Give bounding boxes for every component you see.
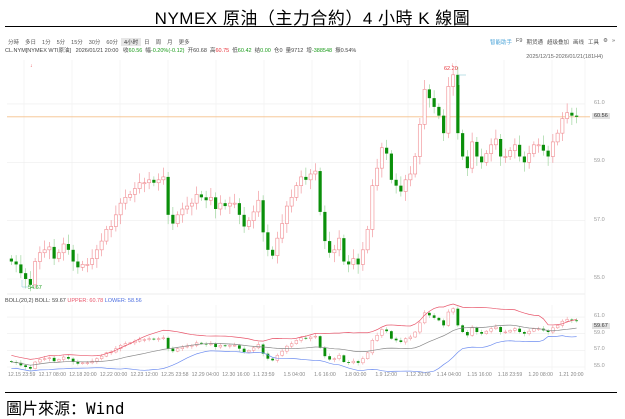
open-label: 开 — [187, 48, 194, 54]
toolbar-item[interactable]: 工具 — [587, 40, 599, 46]
datetime: 2026/01/21 20:00 — [75, 48, 119, 54]
y-tick-sub: 55.0 — [594, 363, 605, 369]
date-range: 2025/12/15-2026/01/21(181H4) — [526, 54, 603, 60]
x-tick: 1.18 23:59 — [497, 372, 523, 378]
y-tick-main: 55.0 — [594, 275, 605, 281]
svg-text:↓: ↓ — [451, 62, 454, 68]
x-tick: 12.22 00:00 — [99, 372, 128, 378]
period-tab[interactable]: 30分 — [88, 40, 101, 46]
low-value: 60.42 — [237, 48, 252, 54]
open-value: 60.68 — [193, 48, 207, 54]
high-label: 高 — [209, 48, 216, 54]
period-tab[interactable]: 1分 — [42, 40, 51, 46]
toolbar-item[interactable]: 智能助手 — [490, 40, 513, 46]
x-tick: 12.30 16:00 — [222, 372, 250, 378]
vol-value: 9712 — [291, 48, 304, 54]
high-annotation: 62.20 — [444, 66, 458, 72]
quote-info-line: CL.NYM[NYMEX WTI原油] 2026/01/21 20:00 收60… — [5, 46, 356, 54]
last-price-tag: 60.56 — [592, 113, 610, 119]
y-tick-main: 61.0 — [594, 99, 605, 106]
x-tick: 1.20 08:00 — [528, 372, 553, 378]
oi-label: 仓 — [273, 48, 280, 54]
symbol: CL.NYM[NYMEX WTI原油] — [5, 48, 72, 54]
vol-label: 量 — [285, 48, 292, 54]
period-tab[interactable]: 4小时 — [121, 38, 142, 46]
change-value: -0.20%(-0.12) — [150, 48, 185, 54]
oi-value: 0 — [279, 48, 283, 54]
high-value: 60.75 — [215, 48, 230, 54]
low-annotation: 54.67 — [28, 285, 42, 291]
x-tick: 1.21 20:00 — [559, 372, 584, 378]
x-tick: 12.15 23:59 — [8, 372, 36, 378]
x-axis: 12.15 23:59 12.17 08:00 12.18 20:00 12.22 0… — [0, 372, 625, 380]
boll-lower: LOWER: 58.56 — [104, 298, 142, 304]
x-tick: 1.8 00:00 — [344, 372, 367, 378]
period-tab[interactable]: 15分 — [71, 40, 83, 46]
x-tick: 1.12 20:00 — [405, 372, 431, 378]
boll-params: BOLL(20,2) — [5, 298, 34, 304]
y-tick-sub: 61.0 — [594, 313, 605, 320]
boll-legend: BOLL(20,2) BOLL: 59.67 UPPER: 60.78 LOWE… — [5, 298, 142, 304]
boll-price-tag: 59.67 — [592, 323, 610, 329]
period-toolbar: 分時 多日 1分 5分 15分 30分 60分 4小时日周月更多 — [5, 38, 193, 46]
toolbar-item[interactable]: » — [611, 38, 615, 44]
period-tab[interactable]: 更多 — [178, 40, 190, 46]
svg-text:↓: ↓ — [30, 63, 33, 69]
period-tab[interactable]: 日 — [144, 40, 150, 46]
settle-label: 结 — [254, 48, 261, 54]
x-tick: 1.14 04:00 — [436, 372, 462, 378]
period-tab[interactable]: 5分 — [56, 40, 66, 46]
y-tick-sub: 57.0 — [594, 346, 605, 353]
chart-title: NYMEX 原油（主力合約）4 小時 K 線圖 — [154, 9, 471, 28]
x-tick: 12.17 08:00 — [38, 372, 67, 378]
source-note: 圖片來源：Wind — [6, 399, 125, 418]
x-tick: 1.1 23:59 — [252, 372, 275, 378]
right-toolbar: 智能助手 F9 期货通 超级叠加 画线 工具 ⚙» — [490, 38, 615, 46]
toolbar-item[interactable]: 超级叠加 — [546, 40, 569, 46]
y-tick-main: 59.0 — [594, 158, 605, 165]
period-tab[interactable]: 分時 — [8, 40, 20, 46]
low-label: 低 — [232, 48, 238, 54]
x-tick: 12.25 23:58 — [161, 372, 189, 378]
x-tick: 12.23 12:00 — [130, 372, 158, 378]
period-tab[interactable]: 周 — [155, 40, 162, 46]
source-divider — [5, 392, 617, 393]
close-value: 60.56 — [128, 48, 143, 54]
title-divider — [5, 26, 617, 27]
x-tick: 1.9 12:00 — [375, 372, 397, 378]
y-tick-main: 57.0 — [594, 216, 605, 223]
oichg-label: 增 — [306, 48, 312, 54]
close-label: 收 — [123, 48, 129, 54]
x-tick: 1.15 16:00 — [467, 372, 492, 378]
x-tick: 12.29 04:00 — [191, 372, 220, 378]
period-tab[interactable]: 60分 — [106, 40, 119, 46]
period-tab[interactable]: 月 — [167, 40, 173, 46]
toolbar-item[interactable]: ⚙ — [603, 38, 608, 44]
boll-mid: BOLL: 59.67 — [34, 298, 66, 304]
toolbar-item[interactable]: 画线 — [572, 40, 584, 46]
boll-upper: UPPER: 60.78 — [67, 298, 104, 304]
amp-value: 0.54% — [340, 48, 357, 54]
toolbar-item[interactable]: F9 — [516, 38, 523, 44]
amp-label: 振 — [335, 48, 341, 54]
change-label: 幅 — [145, 48, 151, 54]
oichg-value: -388548 — [311, 48, 333, 54]
settle-value: 0.00 — [260, 48, 271, 54]
y-tick-sub: 59.0 — [594, 329, 605, 336]
x-tick: 12.18 20:00 — [69, 372, 97, 378]
toolbar-item[interactable]: 期货通 — [526, 40, 543, 46]
period-tab[interactable]: 多日 — [25, 40, 37, 46]
x-tick: 1.5 04:00 — [283, 372, 306, 378]
x-tick: 1.6 16:00 — [314, 372, 336, 378]
